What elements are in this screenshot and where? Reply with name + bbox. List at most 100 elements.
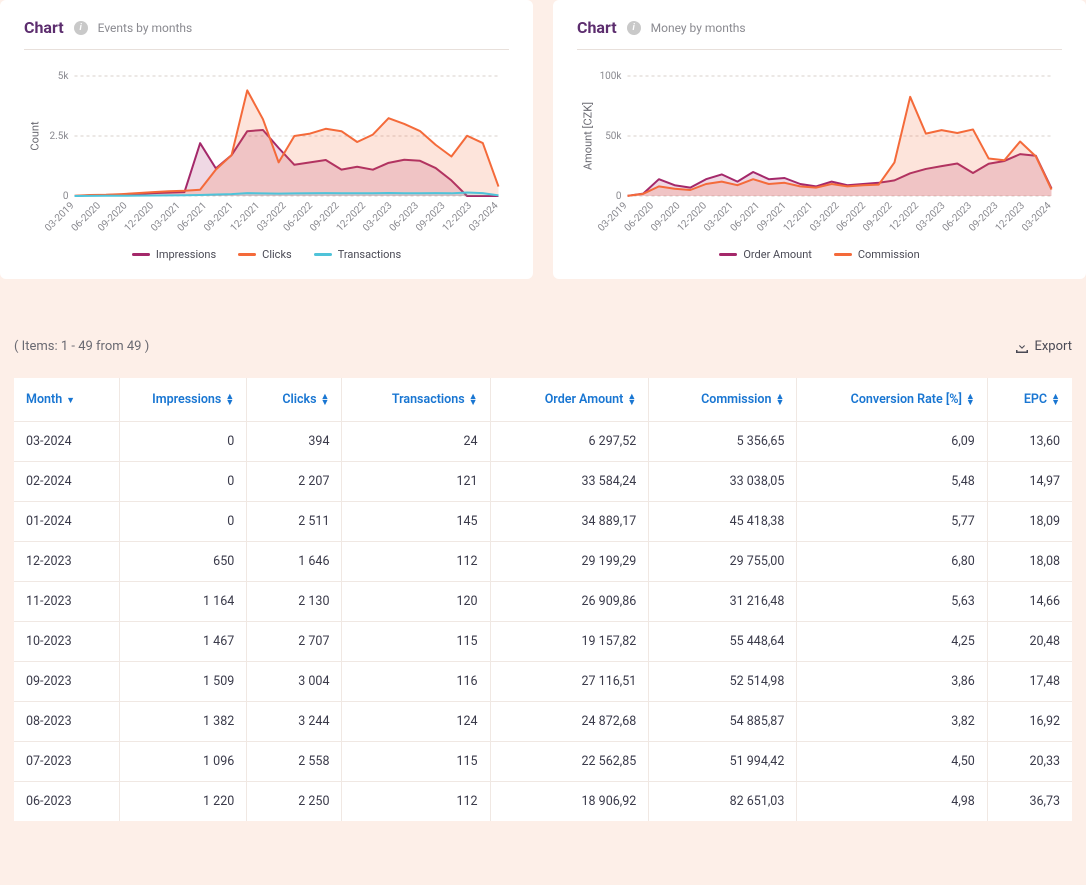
info-icon[interactable]: i <box>627 21 641 35</box>
table-cell: 120 <box>342 582 490 622</box>
column-header[interactable]: Conversion Rate [%]▲▼ <box>797 378 987 422</box>
table-cell: 145 <box>342 502 490 542</box>
sort-icon: ▲▼ <box>321 394 330 406</box>
table-cell: 5 356,65 <box>649 422 797 462</box>
export-button[interactable]: Export <box>1016 339 1072 354</box>
table-cell: 1 164 <box>120 582 247 622</box>
table-cell: 3,86 <box>797 662 987 702</box>
table-cell: 650 <box>120 542 247 582</box>
table-body: 03-20240394246 297,525 356,656,0913,6002… <box>14 422 1072 822</box>
table-cell: 4,25 <box>797 622 987 662</box>
table-cell: 29 199,29 <box>490 542 649 582</box>
column-header[interactable]: Transactions▲▼ <box>342 378 490 422</box>
column-header[interactable]: EPC▲▼ <box>987 378 1072 422</box>
table-cell: 82 651,03 <box>649 782 797 822</box>
table-cell: 4,98 <box>797 782 987 822</box>
table-cell: 27 116,51 <box>490 662 649 702</box>
table-cell: 5,48 <box>797 462 987 502</box>
table-cell: 10-2023 <box>14 622 120 662</box>
table-cell: 01-2024 <box>14 502 120 542</box>
legend-item[interactable]: Transactions <box>314 248 401 261</box>
column-header[interactable]: Commission▲▼ <box>649 378 797 422</box>
download-icon <box>1016 341 1028 353</box>
svg-text:2.5k: 2.5k <box>50 131 70 142</box>
table-row: 02-202402 20712133 584,2433 038,055,4814… <box>14 462 1072 502</box>
table-cell: 07-2023 <box>14 742 120 782</box>
table-cell: 1 646 <box>247 542 342 582</box>
items-count-label: ( Items: 1 - 49 from 49 ) <box>14 339 149 354</box>
table-cell: 3 244 <box>247 702 342 742</box>
table-cell: 03-2024 <box>14 422 120 462</box>
svg-text:Count: Count <box>29 121 42 151</box>
table-row: 12-20236501 64611229 199,2929 755,006,80… <box>14 542 1072 582</box>
legend-item[interactable]: Impressions <box>132 248 216 261</box>
table-row: 11-20231 1642 13012026 909,8631 216,485,… <box>14 582 1072 622</box>
sort-desc-icon: ▼ <box>66 396 75 406</box>
legend-swatch <box>314 253 332 256</box>
table-row: 06-20231 2202 25011218 906,9282 651,034,… <box>14 782 1072 822</box>
table-cell: 24 872,68 <box>490 702 649 742</box>
table-cell: 52 514,98 <box>649 662 797 702</box>
legend-label: Order Amount <box>743 248 812 261</box>
column-header[interactable]: Impressions▲▼ <box>120 378 247 422</box>
table-cell: 121 <box>342 462 490 502</box>
table-cell: 3,82 <box>797 702 987 742</box>
chart-legend-money: Order Amount Commission <box>577 248 1062 261</box>
table-cell: 51 994,42 <box>649 742 797 782</box>
table-cell: 2 707 <box>247 622 342 662</box>
table-cell: 112 <box>342 542 490 582</box>
table-cell: 31 216,48 <box>649 582 797 622</box>
table-cell: 115 <box>342 742 490 782</box>
column-header[interactable]: Clicks▲▼ <box>247 378 342 422</box>
table-row: 07-20231 0962 55811522 562,8551 994,424,… <box>14 742 1072 782</box>
table-cell: 1 220 <box>120 782 247 822</box>
table-cell: 19 157,82 <box>490 622 649 662</box>
chart-canvas-money: 050k100kAmount [CZK]03-201906-202009-202… <box>577 70 1062 240</box>
table-cell: 394 <box>247 422 342 462</box>
table-cell: 5,77 <box>797 502 987 542</box>
table-cell: 0 <box>120 502 247 542</box>
sort-icon: ▲▼ <box>469 394 478 406</box>
column-header[interactable]: Month▼ <box>14 378 120 422</box>
sort-icon: ▲▼ <box>775 394 784 406</box>
table-cell: 2 130 <box>247 582 342 622</box>
chart-title: Chart <box>24 18 64 37</box>
table-cell: 14,97 <box>987 462 1072 502</box>
table-cell: 13,60 <box>987 422 1072 462</box>
legend-swatch <box>719 253 737 256</box>
table-cell: 5,63 <box>797 582 987 622</box>
table-cell: 1 467 <box>120 622 247 662</box>
svg-text:50k: 50k <box>605 131 622 142</box>
legend-label: Commission <box>858 248 920 261</box>
table-cell: 0 <box>120 462 247 502</box>
table-cell: 124 <box>342 702 490 742</box>
table-cell: 08-2023 <box>14 702 120 742</box>
legend-swatch <box>834 253 852 256</box>
table-cell: 45 418,38 <box>649 502 797 542</box>
info-icon[interactable]: i <box>74 21 88 35</box>
table-cell: 14,66 <box>987 582 1072 622</box>
column-header[interactable]: Order Amount▲▼ <box>490 378 649 422</box>
sort-icon: ▲▼ <box>225 394 234 406</box>
sort-icon: ▲▼ <box>627 394 636 406</box>
chart-subtitle: Events by months <box>98 21 193 35</box>
table-cell: 36,73 <box>987 782 1072 822</box>
table-cell: 26 909,86 <box>490 582 649 622</box>
table-cell: 1 382 <box>120 702 247 742</box>
table-row: 10-20231 4672 70711519 157,8255 448,644,… <box>14 622 1072 662</box>
table-cell: 18 906,92 <box>490 782 649 822</box>
table-cell: 22 562,85 <box>490 742 649 782</box>
sort-icon: ▲▼ <box>1051 394 1060 406</box>
table-cell: 06-2023 <box>14 782 120 822</box>
table-cell: 12-2023 <box>14 542 120 582</box>
legend-item[interactable]: Commission <box>834 248 920 261</box>
table-row: 03-20240394246 297,525 356,656,0913,60 <box>14 422 1072 462</box>
legend-item[interactable]: Order Amount <box>719 248 812 261</box>
legend-item[interactable]: Clicks <box>238 248 292 261</box>
table-cell: 33 038,05 <box>649 462 797 502</box>
table-cell: 112 <box>342 782 490 822</box>
table-cell: 11-2023 <box>14 582 120 622</box>
table-cell: 33 584,24 <box>490 462 649 502</box>
table-cell: 4,50 <box>797 742 987 782</box>
svg-text:03-2024: 03-2024 <box>467 200 501 234</box>
